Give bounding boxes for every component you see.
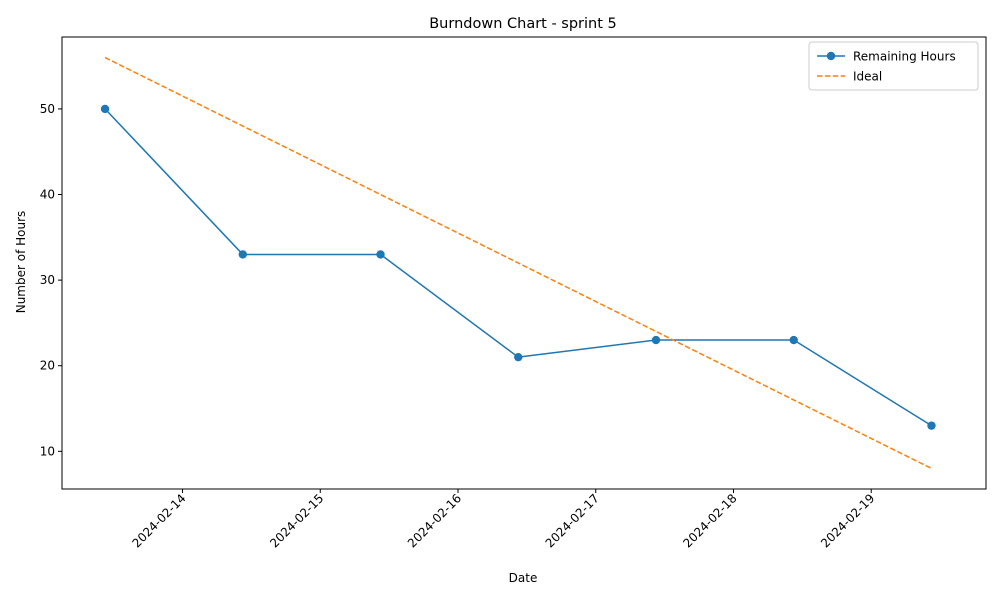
legend: Remaining Hours Ideal [808,41,979,91]
x-axis-label: Date [509,571,538,585]
data-point-marker [927,421,936,430]
y-tick-label: 30 [40,273,55,287]
data-point-marker [514,352,523,362]
axes-frame [61,36,987,490]
legend-entry-label: Remaining Hours [853,50,956,64]
data-point-marker [238,250,247,259]
y-tick-label: 40 [40,188,55,202]
y-tick-label: 50 [40,102,55,116]
legend-swatch-marker [826,51,836,61]
data-point-marker [789,335,798,345]
legend-entry-label: Ideal [853,70,882,84]
legend-box [808,41,979,91]
data-point-marker [100,104,110,114]
data-point-marker [651,335,661,345]
y-tick-label: 10 [40,444,55,458]
plot-area [100,56,936,470]
series-line-ideal [104,56,932,470]
y-axis-label: Number of Hours [14,211,28,314]
chart-title: Burndown Chart - sprint 5 [429,16,617,32]
y-tick-label: 20 [40,359,55,373]
data-point-marker [376,250,385,259]
